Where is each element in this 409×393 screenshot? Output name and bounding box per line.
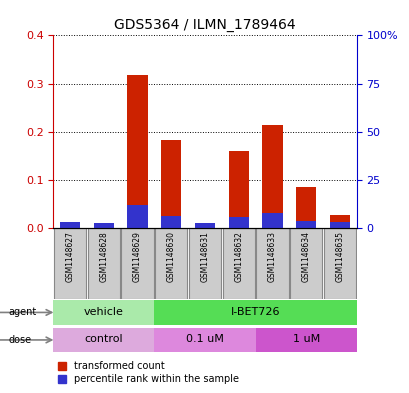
Text: 0.1 uM: 0.1 uM <box>186 334 223 344</box>
Bar <box>194 224 215 228</box>
Text: vehicle: vehicle <box>84 307 124 317</box>
Bar <box>295 187 315 228</box>
Bar <box>255 327 356 352</box>
Bar <box>94 224 114 228</box>
Bar <box>60 224 80 228</box>
Text: control: control <box>84 334 123 344</box>
Text: GSM1148630: GSM1148630 <box>166 231 175 283</box>
Bar <box>262 213 282 228</box>
Bar <box>161 216 181 228</box>
Bar <box>154 300 356 325</box>
Text: GSM1148628: GSM1148628 <box>99 231 108 282</box>
Bar <box>127 205 147 228</box>
Bar <box>60 222 80 228</box>
Bar <box>53 327 154 352</box>
Bar <box>228 151 248 228</box>
Bar <box>94 223 114 228</box>
Bar <box>154 327 255 352</box>
Text: agent: agent <box>8 307 36 318</box>
Bar <box>256 228 288 299</box>
Text: GSM1148631: GSM1148631 <box>200 231 209 282</box>
Text: I-BET726: I-BET726 <box>230 307 280 317</box>
Bar <box>289 228 321 299</box>
Legend: transformed count, percentile rank within the sample: transformed count, percentile rank withi… <box>58 361 238 384</box>
Title: GDS5364 / ILMN_1789464: GDS5364 / ILMN_1789464 <box>114 18 295 31</box>
Bar <box>127 75 147 228</box>
Bar <box>329 222 349 228</box>
Text: GSM1148632: GSM1148632 <box>234 231 243 282</box>
Bar <box>161 140 181 228</box>
Text: GSM1148633: GSM1148633 <box>267 231 276 283</box>
Text: GSM1148635: GSM1148635 <box>335 231 344 283</box>
Bar <box>323 228 355 299</box>
Bar <box>295 221 315 228</box>
Text: dose: dose <box>8 335 31 345</box>
Text: GSM1148629: GSM1148629 <box>133 231 142 282</box>
Bar <box>54 228 86 299</box>
Text: GSM1148627: GSM1148627 <box>65 231 74 282</box>
Bar <box>194 223 215 228</box>
Bar <box>88 228 120 299</box>
Bar <box>53 300 154 325</box>
Bar <box>155 228 187 299</box>
Text: 1 uM: 1 uM <box>292 334 319 344</box>
Text: GSM1148634: GSM1148634 <box>301 231 310 283</box>
Bar <box>189 228 220 299</box>
Bar <box>121 228 153 299</box>
Bar <box>222 228 254 299</box>
Bar <box>329 215 349 228</box>
Bar <box>262 125 282 228</box>
Bar <box>228 217 248 228</box>
